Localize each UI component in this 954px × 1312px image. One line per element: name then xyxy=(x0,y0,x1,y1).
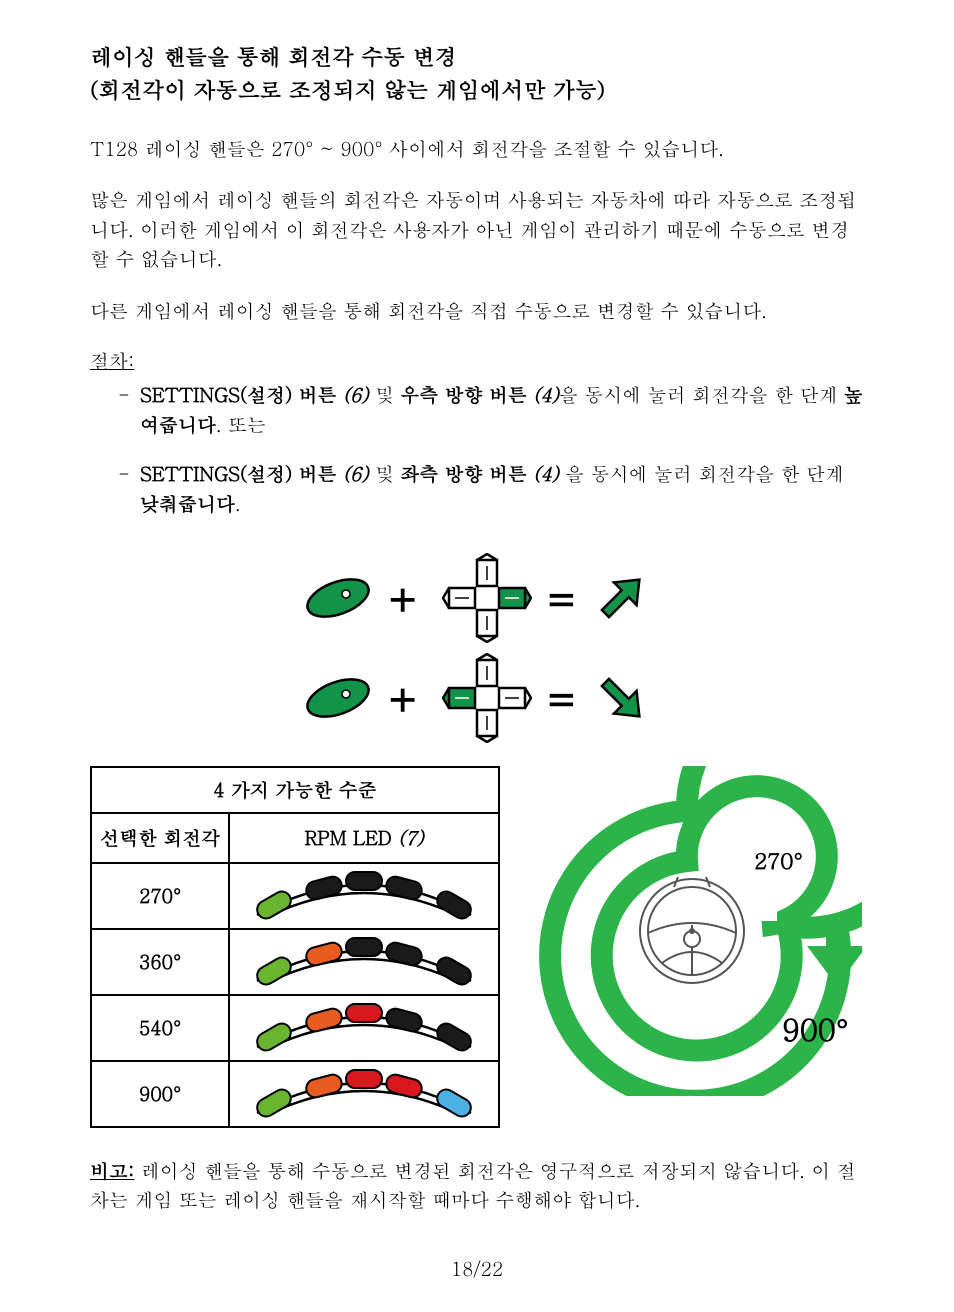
step-text: 우측 방향 버튼 xyxy=(400,381,533,408)
levels-table: 4 가지 가능한 수준 선택한 회전각 RPM LED (7) 270° 36 xyxy=(90,766,500,1128)
rotation-spiral-diagram: 270° 900° xyxy=(522,766,862,1096)
led-cell xyxy=(229,863,499,929)
bullet-dash: - xyxy=(118,380,140,439)
table-row: 540° xyxy=(91,995,499,1061)
equals-icon: = xyxy=(548,667,576,729)
note: 비고: 레이싱 핸들을 통해 수동으로 변경된 회전각은 영구적으로 저장되지 … xyxy=(90,1156,864,1215)
procedure-list: - SETTINGS(설정) 버튼 (6) 및 우측 방향 버튼 (4)을 동시… xyxy=(90,380,864,518)
led-cell xyxy=(229,1061,499,1127)
step-text: 및 xyxy=(369,460,401,487)
col-led-label: RPM LED xyxy=(304,824,398,851)
step-ref: (4) xyxy=(533,381,559,408)
dpad-left-icon xyxy=(442,653,532,743)
angle-cell: 540° xyxy=(91,995,229,1061)
spiral-label-900: 900° xyxy=(782,1008,849,1050)
col-angle-header: 선택한 회전각 xyxy=(91,813,229,863)
angle-cell: 900° xyxy=(91,1061,229,1127)
combo-row-increase: + = xyxy=(257,548,697,648)
arrow-down-right-icon xyxy=(591,668,651,728)
button-combo-diagram: + = + xyxy=(257,548,697,748)
note-label: 비고: xyxy=(90,1157,134,1184)
bullet-dash: - xyxy=(118,459,140,518)
led-cell xyxy=(229,995,499,1061)
step-text: SETTINGS(설정) 버튼 xyxy=(140,460,343,487)
step-text: . xyxy=(235,490,241,517)
note-body: 레이싱 핸들을 통해 수동으로 변경된 회전각은 영구적으로 저장되지 않습니다… xyxy=(90,1157,855,1213)
table-row: 360° xyxy=(91,929,499,995)
arrow-up-right-icon xyxy=(591,568,651,628)
angle-cell: 360° xyxy=(91,929,229,995)
title-line-2: (회전각이 자동으로 조정되지 않는 게임에서만 가능) xyxy=(90,74,605,105)
paragraph-2: 많은 게임에서 레이싱 핸들의 회전각은 자동이며 사용되는 자동차에 따라 자… xyxy=(90,185,864,273)
procedure-step-2: - SETTINGS(설정) 버튼 (6) 및 좌측 방향 버튼 (4) 을 동… xyxy=(118,459,864,518)
title-line-1: 레이싱 핸들을 통해 회전각 수동 변경 xyxy=(90,41,457,72)
paragraph-3: 다른 게임에서 레이싱 핸들을 통해 회전각을 직접 수동으로 변경할 수 있습… xyxy=(90,296,864,325)
table-header: 4 가지 가능한 수준 xyxy=(91,767,499,813)
settings-button-icon xyxy=(303,578,373,618)
procedure-label: 절차: xyxy=(90,347,864,374)
step-text: 을 동시에 눌러 회전각을 한 단계 xyxy=(559,381,844,408)
step-text: SETTINGS(설정) 버튼 xyxy=(140,381,343,408)
page-title: 레이싱 핸들을 통해 회전각 수동 변경 (회전각이 자동으로 조정되지 않는 … xyxy=(90,40,864,106)
spiral-label-270: 270° xyxy=(754,845,803,876)
step-text: 을 동시에 눌러 회전각을 한 단계 xyxy=(559,460,844,487)
step-ref: (6) xyxy=(343,460,369,487)
combo-row-decrease: + = xyxy=(257,648,697,748)
step-text: 및 xyxy=(369,381,401,408)
plus-icon: + xyxy=(389,567,426,629)
angle-cell: 270° xyxy=(91,863,229,929)
led-cell xyxy=(229,929,499,995)
step-text: 낮춰줍니다 xyxy=(140,490,235,517)
step-text: . 또는 xyxy=(216,411,266,438)
table-row: 900° xyxy=(91,1061,499,1127)
col-led-header: RPM LED (7) xyxy=(229,813,499,863)
col-led-ref: (7) xyxy=(398,824,424,851)
page-number: 18/22 xyxy=(90,1255,864,1282)
dpad-right-icon xyxy=(442,553,532,643)
plus-icon: + xyxy=(389,667,426,729)
paragraph-1: T128 레이싱 핸들은 270° ~ 900° 사이에서 회전각을 조절할 수… xyxy=(90,134,864,163)
table-row: 270° xyxy=(91,863,499,929)
levels-and-spiral: 4 가지 가능한 수준 선택한 회전각 RPM LED (7) 270° 36 xyxy=(90,766,864,1128)
step-ref: (6) xyxy=(343,381,369,408)
step-ref: (4) xyxy=(533,460,559,487)
procedure-step-1: - SETTINGS(설정) 버튼 (6) 및 우측 방향 버튼 (4)을 동시… xyxy=(118,380,864,439)
equals-icon: = xyxy=(548,567,576,629)
step-text: 좌측 방향 버튼 xyxy=(400,460,533,487)
settings-button-icon xyxy=(303,678,373,718)
